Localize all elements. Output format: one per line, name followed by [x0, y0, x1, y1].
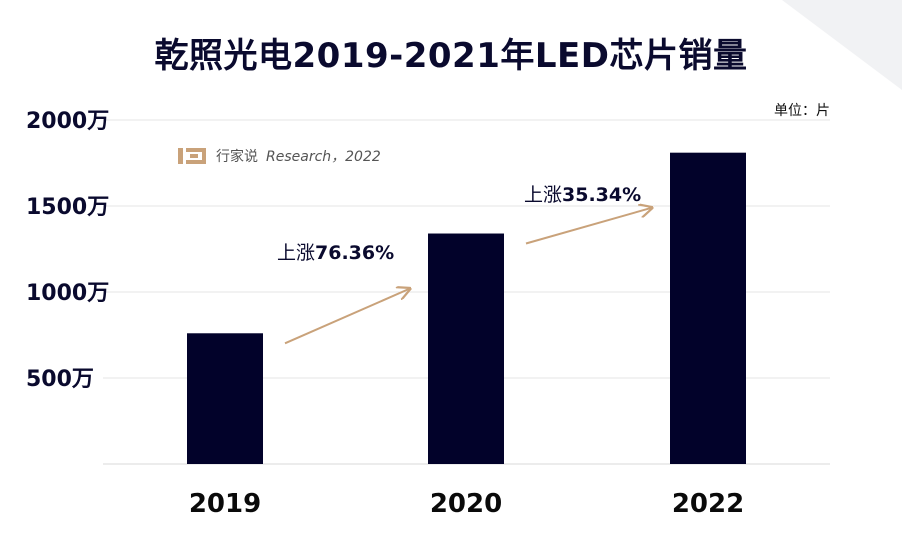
x-tick-label: 2022	[672, 489, 744, 519]
y-tick-label: 1000万	[26, 281, 109, 306]
bars	[187, 152, 746, 464]
bar-2020	[428, 233, 504, 464]
growth-prefix-1: 上涨	[277, 242, 316, 264]
growth-label-2: 上涨35.34%	[524, 180, 641, 207]
y-tick-label: 1500万	[26, 195, 109, 220]
bar-2022	[670, 152, 746, 464]
x-tick-label: 2019	[189, 489, 261, 519]
source-watermark: 行家说 Research，2022	[178, 145, 381, 167]
corner-decoration	[782, 0, 902, 90]
growth-arrow-2	[525, 208, 652, 245]
source-text: Research，2022	[266, 149, 381, 165]
growth-value-1: 76.36%	[315, 242, 395, 264]
growth-value-2: 35.34%	[562, 184, 642, 206]
y-axis-ticks: 500万 1000万 1500万 2000万	[26, 109, 109, 392]
y-tick-label: 2000万	[26, 109, 109, 134]
brand-logo-icon	[178, 148, 206, 164]
growth-label-1: 上涨76.36%	[277, 238, 394, 265]
chart-title: 乾照光电2019-2021年LED芯片销量	[154, 36, 748, 76]
x-tick-label: 2020	[430, 489, 502, 519]
growth-prefix-2: 上涨	[524, 184, 563, 206]
y-tick-label: 500万	[26, 367, 94, 392]
source-brand: 行家说	[216, 149, 258, 165]
growth-arrow-1	[284, 289, 410, 345]
bar-2019	[187, 333, 263, 464]
unit-label: 单位：片	[774, 103, 830, 119]
x-axis-ticks: 2019 2020 2022	[189, 489, 744, 519]
